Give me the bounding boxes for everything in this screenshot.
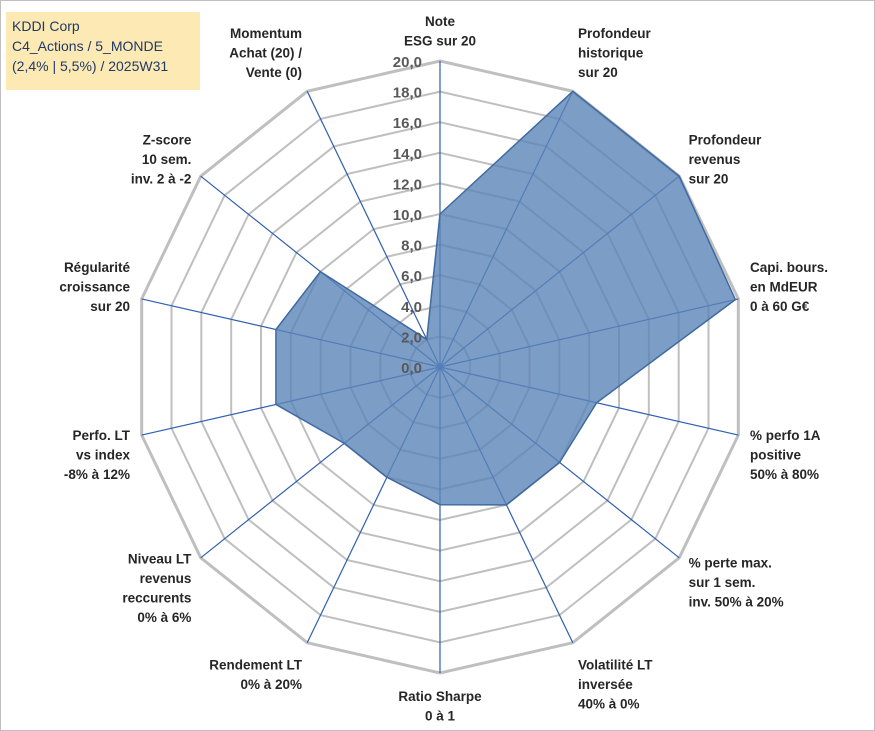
axis-label-line: 10 sem.	[142, 152, 192, 167]
axis-label: Volatilité LT inversée 40% à 0%	[578, 658, 653, 712]
tick-labels: 0,0 2,0 4,0 6,0 8,0 10,0 12,0 14,0 16,0 18,0 20,0	[393, 54, 422, 377]
axis-label: % perte max. sur 1 sem. inv. 50% à 20%	[689, 556, 784, 610]
axis-label: Rendement LT 0% à 20%	[209, 658, 303, 693]
axis-label-line: Z-score	[143, 133, 192, 148]
axis-label-line: 0 à 1	[425, 709, 456, 724]
axis-label-line: 50% à 80%	[750, 467, 819, 482]
tick-label: 12,0	[393, 176, 422, 193]
tick-label: 14,0	[393, 146, 422, 163]
axis-label-line: 0 à 60 G€	[750, 299, 810, 314]
axis-label-line: Achat (20) /	[229, 45, 302, 60]
title-box: KDDI Corp C4_Actions / 5_MONDE (2,4% | 5…	[6, 12, 200, 90]
axis-label-line: Profondeur	[689, 133, 762, 148]
axis-label-line: Profondeur	[578, 26, 651, 41]
axis-label-line: Capi. bours.	[750, 260, 828, 275]
tick-label: 6,0	[401, 268, 422, 285]
axis-label-line: Niveau LT	[128, 552, 192, 567]
axis-label-line: sur 20	[90, 299, 130, 314]
company-name: KDDI Corp	[12, 18, 80, 34]
axis-label: Capi. bours. en MdEUR 0 à 60 G€	[750, 260, 828, 314]
axis-label-line: 0% à 20%	[240, 677, 302, 692]
axis-label-line: inversée	[578, 677, 633, 692]
series-area	[275, 90, 737, 506]
axis-label-line: vs index	[76, 448, 131, 463]
axis-labels: Note ESG sur 20 Profondeur historique sur 20…	[59, 14, 828, 724]
axis-label-line: 40% à 0%	[578, 697, 640, 712]
axis-label-line: % perte max.	[689, 556, 772, 571]
tick-label: 0,0	[401, 360, 422, 377]
stats-week: (2,4% | 5,5%) / 2025W31	[12, 58, 169, 74]
axis-label-line: Ratio Sharpe	[398, 689, 482, 704]
axis-label-line: Perfo. LT	[72, 428, 130, 443]
axis-label: % perfo 1A positive 50% à 80%	[750, 428, 821, 482]
axis-label-line: Momentum	[230, 26, 302, 41]
axis-label-line: Vente (0)	[246, 65, 302, 80]
axis-label: Perfo. LT vs index -8% à 12%	[64, 428, 131, 482]
axis-label-line: Volatilité LT	[578, 658, 653, 673]
axis-label-line: -8% à 12%	[64, 467, 130, 482]
portfolio-category: C4_Actions / 5_MONDE	[12, 38, 163, 54]
axis-label-line: Rendement LT	[209, 658, 303, 673]
axis-label-line: 0% à 6%	[137, 610, 191, 625]
axis-label-line: reccurents	[122, 591, 191, 606]
axis-label: Momentum Achat (20) / Vente (0)	[229, 26, 302, 80]
tick-label: 18,0	[393, 85, 422, 102]
tick-label: 8,0	[401, 238, 422, 255]
axis-label-line: % perfo 1A	[750, 428, 821, 443]
tick-label: 20,0	[393, 54, 422, 71]
tick-label: 10,0	[393, 207, 422, 224]
axis-label-line: revenus	[689, 152, 741, 167]
axis-label: Profondeur revenus sur 20	[689, 133, 762, 187]
axis-label-line: sur 20	[578, 65, 618, 80]
axis-label-line: inv. 2 à -2	[131, 172, 192, 187]
axis-label-line: croissance	[59, 280, 130, 295]
axis-label: Note ESG sur 20	[404, 14, 476, 49]
series	[275, 90, 737, 506]
axis-label-line: en MdEUR	[750, 280, 818, 295]
axis-label-line: inv. 50% à 20%	[689, 595, 784, 610]
axis-label: Ratio Sharpe 0 à 1	[398, 689, 482, 724]
axis-label-line: revenus	[140, 571, 192, 586]
axis-spoke	[306, 91, 441, 368]
axis-label-line: sur 20	[689, 172, 729, 187]
tick-label: 2,0	[401, 329, 422, 346]
axis-label: Régularité croissance sur 20	[59, 260, 130, 314]
axis-label: Niveau LT revenus reccurents 0% à 6%	[122, 552, 192, 626]
axis-label-line: historique	[578, 45, 644, 60]
axis-label: Profondeur historique sur 20	[578, 26, 651, 80]
axis-label: Z-score 10 sem. inv. 2 à -2	[131, 133, 192, 187]
tick-label: 4,0	[401, 299, 422, 316]
axis-label-line: positive	[750, 448, 802, 463]
axis-label-line: ESG sur 20	[404, 34, 476, 49]
tick-label: 16,0	[393, 115, 422, 132]
axis-label-line: sur 1 sem.	[689, 575, 756, 590]
axis-label-line: Régularité	[64, 260, 131, 275]
axis-label-line: Note	[425, 14, 455, 29]
